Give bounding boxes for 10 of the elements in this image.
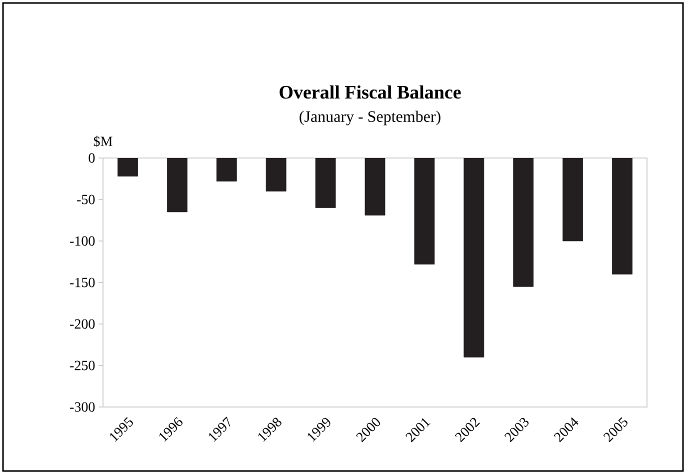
y-tick-label: -300	[70, 402, 95, 412]
y-tick-label: 0	[88, 153, 95, 163]
y-tick-label: -100	[70, 236, 95, 246]
y-tick-label: -250	[70, 360, 95, 370]
chart-subtitle: (January - September)	[300, 110, 440, 126]
y-tick-label: -50	[77, 194, 95, 204]
y-tick-label: -150	[70, 278, 95, 288]
chart-title: Overall Fiscal Balance	[280, 85, 461, 99]
y-axis-title: $M	[94, 136, 112, 147]
y-tick-label: -200	[70, 319, 95, 329]
